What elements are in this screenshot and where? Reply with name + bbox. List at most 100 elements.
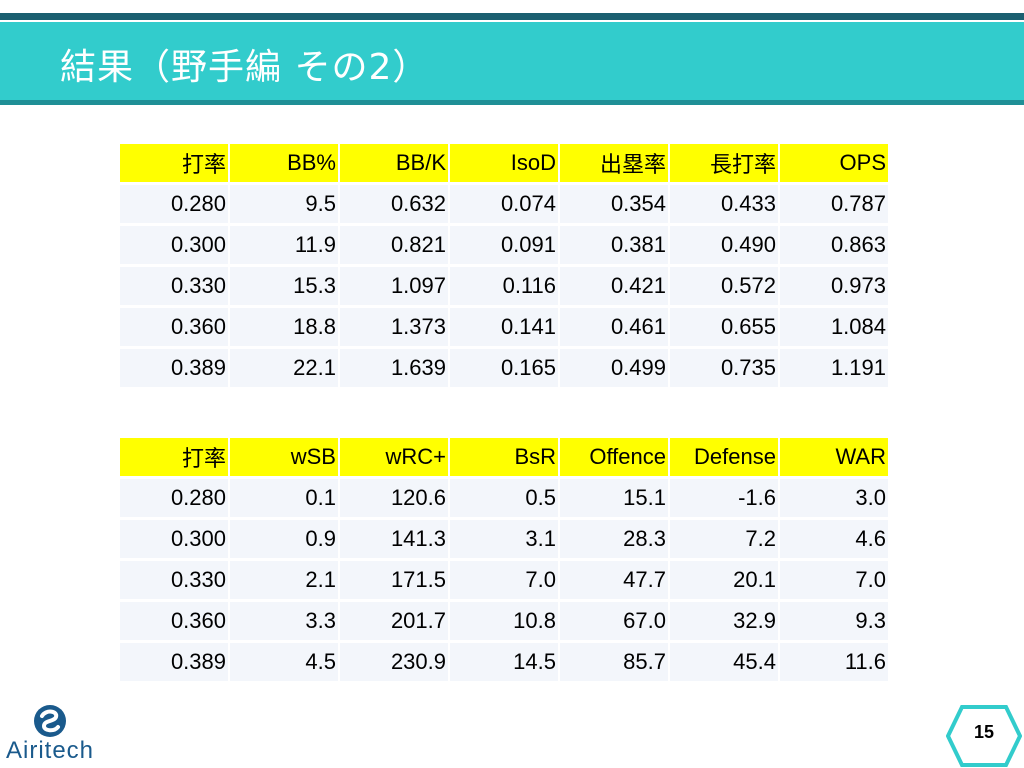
table-header-row: 打率 wSB wRC+ BsR Offence Defense WAR — [120, 438, 888, 476]
airitech-logo: Airitech — [6, 703, 106, 767]
table-cell: 0.354 — [560, 185, 668, 223]
column-header: BB% — [230, 144, 338, 182]
table-cell: 1.639 — [340, 349, 448, 387]
table-row: 0.330 15.3 1.097 0.116 0.421 0.572 0.973 — [120, 267, 888, 305]
table-cell: 4.5 — [230, 643, 338, 681]
column-header: WAR — [780, 438, 888, 476]
table-cell: 0.5 — [450, 479, 558, 517]
table-cell: 15.3 — [230, 267, 338, 305]
table-cell: 0.074 — [450, 185, 558, 223]
table-cell: 11.9 — [230, 226, 338, 264]
header-band — [0, 22, 1024, 102]
table-cell: 0.165 — [450, 349, 558, 387]
table-cell: 7.2 — [670, 520, 778, 558]
table-cell: 120.6 — [340, 479, 448, 517]
hexagon-icon — [946, 705, 1022, 767]
table-cell: 3.3 — [230, 602, 338, 640]
column-header: BsR — [450, 438, 558, 476]
table-row: 0.300 0.9 141.3 3.1 28.3 7.2 4.6 — [120, 520, 888, 558]
table-cell: 0.091 — [450, 226, 558, 264]
table-cell: 10.8 — [450, 602, 558, 640]
table-cell: 0.280 — [120, 185, 228, 223]
column-header: OPS — [780, 144, 888, 182]
table-cell: 9.3 — [780, 602, 888, 640]
table-row: 0.360 3.3 201.7 10.8 67.0 32.9 9.3 — [120, 602, 888, 640]
column-header: 打率 — [120, 438, 228, 476]
table-cell: 15.1 — [560, 479, 668, 517]
table-row: 0.389 4.5 230.9 14.5 85.7 45.4 11.6 — [120, 643, 888, 681]
table-cell: 201.7 — [340, 602, 448, 640]
table-cell: 0.389 — [120, 643, 228, 681]
table-cell: 0.572 — [670, 267, 778, 305]
column-header: BB/K — [340, 144, 448, 182]
table-cell: 11.6 — [780, 643, 888, 681]
table-cell: 45.4 — [670, 643, 778, 681]
table-cell: 0.655 — [670, 308, 778, 346]
table-cell: 0.280 — [120, 479, 228, 517]
table-cell: 3.0 — [780, 479, 888, 517]
table-cell: 2.1 — [230, 561, 338, 599]
table-row: 0.280 0.1 120.6 0.5 15.1 -1.6 3.0 — [120, 479, 888, 517]
table-cell: 0.116 — [450, 267, 558, 305]
table-cell: 0.821 — [340, 226, 448, 264]
column-header: IsoD — [450, 144, 558, 182]
table-cell: 1.191 — [780, 349, 888, 387]
table-cell: 4.6 — [780, 520, 888, 558]
table-cell: 0.360 — [120, 602, 228, 640]
airitech-logo-icon — [34, 705, 66, 737]
column-header: wSB — [230, 438, 338, 476]
table-cell: 0.330 — [120, 561, 228, 599]
table-row: 0.330 2.1 171.5 7.0 47.7 20.1 7.0 — [120, 561, 888, 599]
table-cell: 0.461 — [560, 308, 668, 346]
header-bottom-bar — [0, 100, 1024, 105]
column-header: Offence — [560, 438, 668, 476]
table-cell: 0.499 — [560, 349, 668, 387]
table-cell: 141.3 — [340, 520, 448, 558]
table-cell: 1.373 — [340, 308, 448, 346]
table-row: 0.389 22.1 1.639 0.165 0.499 0.735 1.191 — [120, 349, 888, 387]
table-cell: 14.5 — [450, 643, 558, 681]
table-cell: 22.1 — [230, 349, 338, 387]
table-cell: 18.8 — [230, 308, 338, 346]
table-cell: 230.9 — [340, 643, 448, 681]
batting-stats-table: 打率 BB% BB/K IsoD 出塁率 長打率 OPS 0.280 9.5 0.632 0.07… — [118, 141, 890, 390]
table-cell: 28.3 — [560, 520, 668, 558]
table-row: 0.280 9.5 0.632 0.074 0.354 0.433 0.787 — [120, 185, 888, 223]
table-cell: 0.330 — [120, 267, 228, 305]
table-cell: 171.5 — [340, 561, 448, 599]
table-row: 0.300 11.9 0.821 0.091 0.381 0.490 0.863 — [120, 226, 888, 264]
table-cell: 0.300 — [120, 520, 228, 558]
table-cell: 1.084 — [780, 308, 888, 346]
table-cell: 0.421 — [560, 267, 668, 305]
table-cell: 67.0 — [560, 602, 668, 640]
value-stats-table: 打率 wSB wRC+ BsR Offence Defense WAR 0.280 0.1 12… — [118, 435, 890, 684]
column-header: 出塁率 — [560, 144, 668, 182]
table-cell: 3.1 — [450, 520, 558, 558]
table-cell: 1.097 — [340, 267, 448, 305]
table-cell: 0.300 — [120, 226, 228, 264]
table-cell: 7.0 — [450, 561, 558, 599]
table-row: 0.360 18.8 1.373 0.141 0.461 0.655 1.084 — [120, 308, 888, 346]
column-header: 長打率 — [670, 144, 778, 182]
table-cell: 32.9 — [670, 602, 778, 640]
table-cell: 0.433 — [670, 185, 778, 223]
column-header: Defense — [670, 438, 778, 476]
table-cell: -1.6 — [670, 479, 778, 517]
logo-text: Airitech — [6, 737, 95, 764]
slide-title: 結果（野手編 その2） — [60, 47, 430, 88]
column-header: wRC+ — [340, 438, 448, 476]
page-number: 15 — [973, 722, 995, 742]
table-cell: 47.7 — [560, 561, 668, 599]
column-header: 打率 — [120, 144, 228, 182]
table-cell: 0.389 — [120, 349, 228, 387]
table-cell: 0.141 — [450, 308, 558, 346]
table-cell: 0.863 — [780, 226, 888, 264]
table-cell: 0.787 — [780, 185, 888, 223]
table-cell: 20.1 — [670, 561, 778, 599]
table-cell: 0.973 — [780, 267, 888, 305]
page-number-badge: 15 — [946, 704, 1022, 768]
table-cell: 0.381 — [560, 226, 668, 264]
table-cell: 0.1 — [230, 479, 338, 517]
table-cell: 85.7 — [560, 643, 668, 681]
table-cell: 0.9 — [230, 520, 338, 558]
